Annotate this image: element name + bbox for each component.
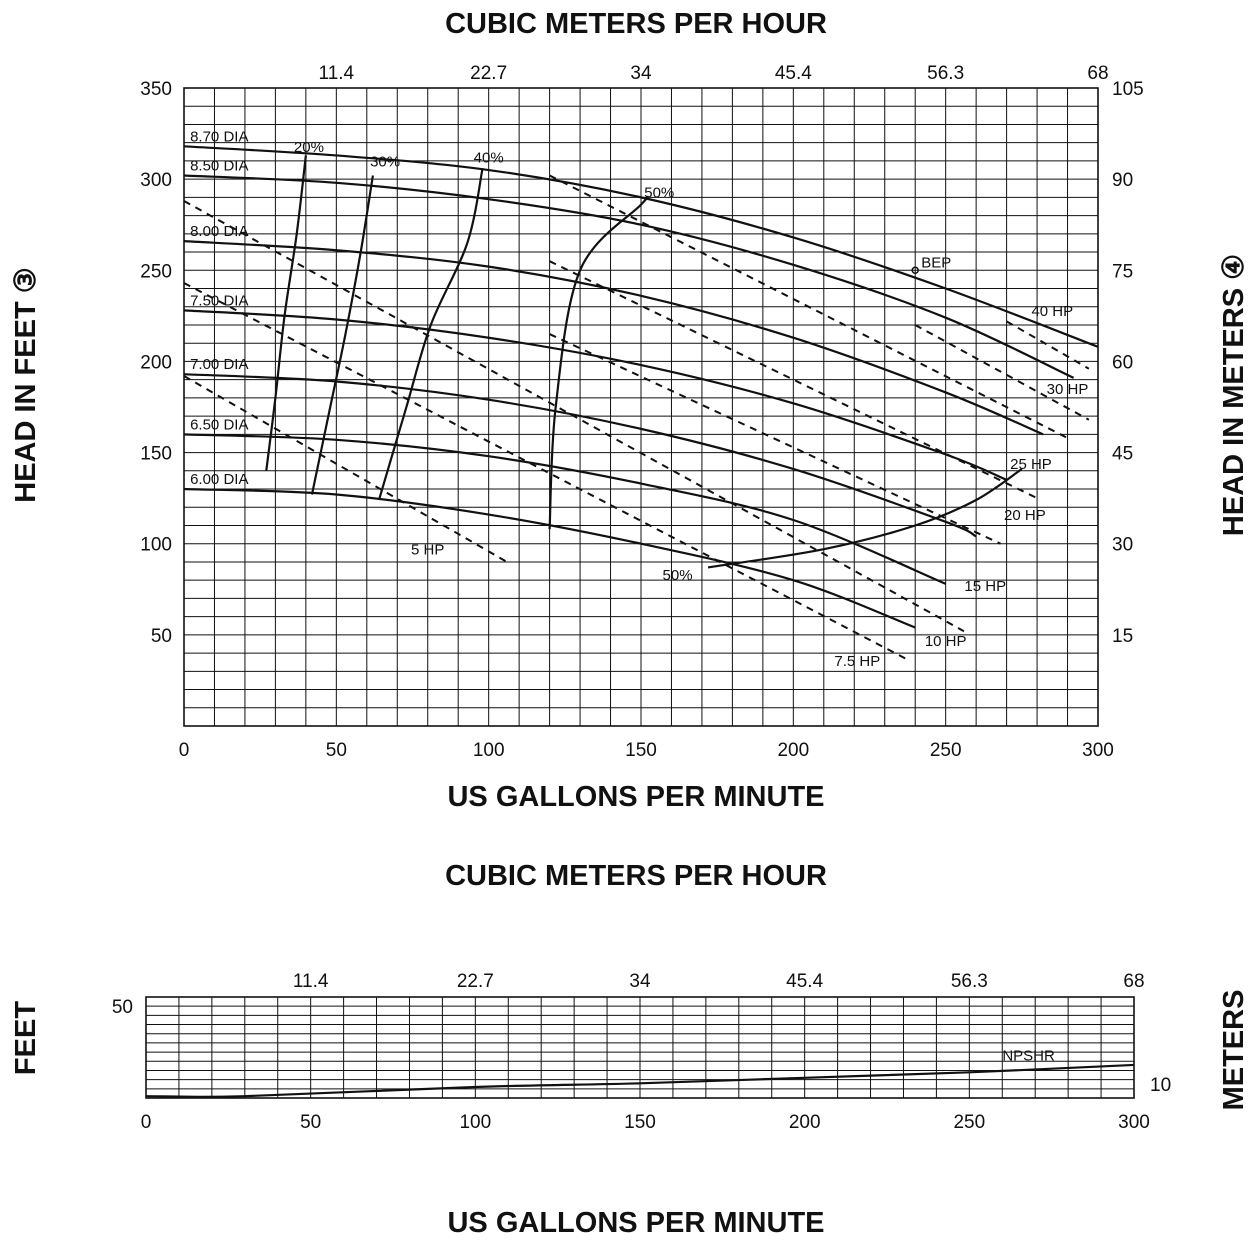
efficiency-curve-50 bbox=[707, 468, 1023, 569]
top-tick-label: 45.4 bbox=[775, 63, 812, 84]
diameter-label: 6.50 DIA bbox=[190, 416, 248, 433]
npsh-x-tick-label: 0 bbox=[141, 1112, 152, 1133]
npsh-top-tick-label: 45.4 bbox=[786, 971, 823, 992]
efficiency-label: 20% bbox=[294, 139, 324, 156]
y-tick-label: 250 bbox=[140, 261, 172, 282]
hp-label: 20 HP bbox=[1004, 507, 1046, 524]
top-tick-label: 34 bbox=[630, 63, 652, 84]
bep-label: BEP bbox=[921, 254, 951, 271]
hp-label: 30 HP bbox=[1047, 381, 1089, 398]
diameter-label: 7.50 DIA bbox=[190, 292, 248, 309]
top-tick-label: 68 bbox=[1087, 63, 1108, 84]
y-axis-title-left: HEAD IN FEET ③ bbox=[10, 267, 42, 502]
power-line-7.5 bbox=[183, 282, 910, 662]
y-tick-label: 200 bbox=[140, 352, 172, 373]
x-tick-label: 200 bbox=[777, 740, 809, 761]
x-tick-label: 100 bbox=[473, 740, 505, 761]
npsh-top-tick-label: 56.3 bbox=[951, 971, 988, 992]
head-curve-650 bbox=[183, 433, 947, 585]
efficiency-curve-50 bbox=[548, 195, 649, 530]
npsh-x-tick-label: 200 bbox=[789, 1112, 821, 1133]
top-tick-label: 11.4 bbox=[319, 63, 355, 84]
efficiency-curve-30 bbox=[310, 175, 374, 495]
head-curve-850 bbox=[183, 174, 1075, 379]
right-tick-label: 90 bbox=[1112, 170, 1133, 191]
y-tick-label: 300 bbox=[140, 170, 172, 191]
efficiency-label: 40% bbox=[474, 150, 504, 167]
npshr-curve bbox=[145, 1063, 1135, 1098]
npsh-top-axis-title: CUBIC METERS PER HOUR bbox=[445, 860, 827, 892]
efficiency-label: 50% bbox=[644, 184, 674, 201]
npsh-top-tick-label: 11.4 bbox=[293, 971, 329, 992]
efficiency-label: 30% bbox=[370, 153, 400, 170]
npsh-x-tick-label: 300 bbox=[1118, 1112, 1150, 1133]
efficiency-curve-40 bbox=[377, 167, 484, 501]
x-tick-label: 300 bbox=[1082, 740, 1114, 761]
head-curve-750 bbox=[183, 309, 1008, 481]
plot-border bbox=[183, 87, 1099, 727]
y-tick-label: 50 bbox=[151, 626, 172, 647]
hp-label: 10 HP bbox=[925, 633, 967, 650]
x-tick-label: 250 bbox=[930, 740, 962, 761]
diameter-label: 7.00 DIA bbox=[190, 356, 248, 373]
right-tick-label: 45 bbox=[1112, 444, 1133, 465]
right-tick-label: 15 bbox=[1112, 626, 1133, 647]
efficiency-curve-20 bbox=[265, 155, 307, 471]
right-tick-label: 75 bbox=[1112, 261, 1133, 282]
x-tick-label: 0 bbox=[179, 740, 190, 761]
power-line-15 bbox=[549, 333, 1001, 545]
npsh-y-axis-title-left: FEET bbox=[10, 1001, 42, 1075]
npsh-x-axis-title: US GALLONS PER MINUTE bbox=[447, 1207, 824, 1239]
hp-label: 7.5 HP bbox=[834, 653, 880, 670]
power-line-30 bbox=[914, 324, 1090, 421]
npsh-x-tick-label: 50 bbox=[300, 1112, 321, 1133]
power-line-10 bbox=[183, 200, 965, 633]
npsh-y-axis-title-right: METERS bbox=[1218, 990, 1250, 1111]
top-axis-title: CUBIC METERS PER HOUR bbox=[445, 8, 827, 40]
head-curve-800 bbox=[183, 240, 1044, 436]
hp-label: 5 HP bbox=[411, 542, 444, 559]
npsh-plot-border bbox=[145, 996, 1135, 1099]
y-tick-label: 350 bbox=[140, 79, 172, 100]
head-curve-870 bbox=[183, 145, 1099, 348]
diameter-label: 8.00 DIA bbox=[190, 223, 248, 240]
hp-label: 40 HP bbox=[1031, 303, 1073, 320]
top-tick-label: 22.7 bbox=[470, 63, 507, 84]
x-axis-title: US GALLONS PER MINUTE bbox=[447, 781, 824, 813]
hp-label: 25 HP bbox=[1010, 456, 1052, 473]
right-tick-label: 105 bbox=[1112, 79, 1144, 100]
npsh-x-tick-label: 250 bbox=[953, 1112, 985, 1133]
diameter-label: 8.50 DIA bbox=[190, 157, 248, 174]
hp-label: 15 HP bbox=[964, 578, 1006, 595]
power-line-5 bbox=[183, 375, 508, 563]
npsh-top-tick-label: 34 bbox=[629, 971, 651, 992]
diameter-label: 8.70 DIA bbox=[190, 128, 248, 145]
npsh-x-tick-label: 150 bbox=[624, 1112, 656, 1133]
right-tick-label: 60 bbox=[1112, 352, 1133, 373]
top-tick-label: 56.3 bbox=[927, 63, 964, 84]
head-curve-600 bbox=[183, 487, 916, 629]
power-line-25 bbox=[549, 174, 1068, 439]
npsh-top-tick-label: 22.7 bbox=[457, 971, 494, 992]
right-tick-label: 30 bbox=[1112, 535, 1133, 556]
npsh-top-tick-label: 68 bbox=[1123, 971, 1144, 992]
npsh-right-tick-label: 10 bbox=[1150, 1075, 1171, 1096]
efficiency-label: 50% bbox=[663, 567, 693, 584]
x-tick-label: 50 bbox=[326, 740, 347, 761]
npshr-label: NPSHR bbox=[1002, 1047, 1055, 1064]
diameter-label: 6.00 DIA bbox=[190, 471, 248, 488]
power-line-40 bbox=[1006, 320, 1090, 370]
y-tick-label: 150 bbox=[140, 444, 172, 465]
y-tick-label: 100 bbox=[140, 535, 172, 556]
x-tick-label: 150 bbox=[625, 740, 657, 761]
npsh-y-tick-label: 50 bbox=[112, 997, 133, 1018]
bep-marker bbox=[911, 266, 919, 275]
npsh-x-tick-label: 100 bbox=[459, 1112, 491, 1133]
y-axis-title-right: HEAD IN METERS ④ bbox=[1218, 254, 1250, 536]
